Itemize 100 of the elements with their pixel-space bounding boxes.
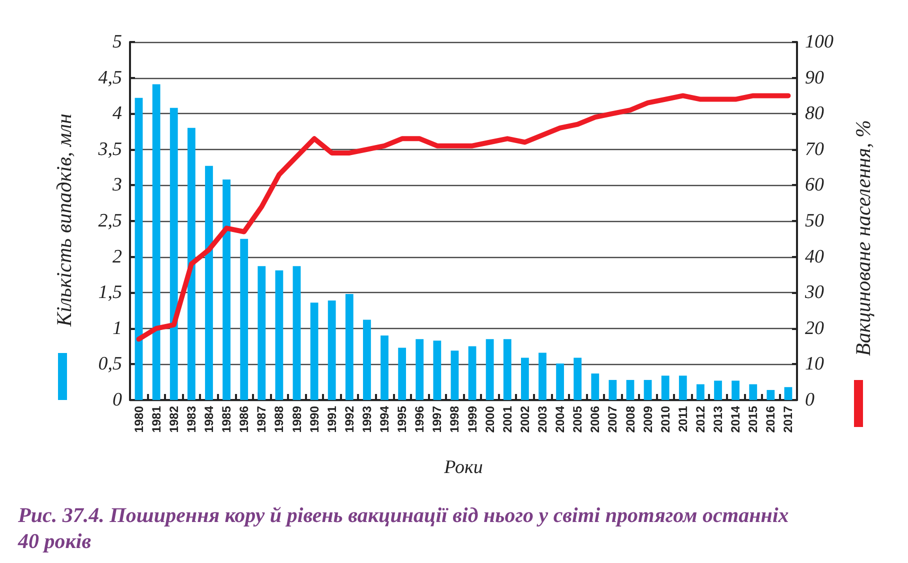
x-tick-label: 2012: [693, 406, 708, 433]
bar: [187, 128, 196, 400]
x-tick-label: 1985: [220, 406, 234, 433]
x-tick-label: 1997: [430, 406, 444, 433]
y-tick-label: 0: [112, 390, 122, 410]
x-tick-label: 2000: [482, 406, 497, 433]
y-tick-label: 2,5: [98, 210, 122, 232]
text: Рис. 37.4. Поширення кору й рівень вакцинації від нього у світі протягом останніх 40 років: [18, 502, 790, 554]
bar: [714, 380, 722, 400]
bar: [275, 270, 284, 400]
x-tick-label: 1995: [395, 406, 410, 433]
x-tick-label: 1993: [360, 406, 374, 433]
bar: [520, 358, 529, 400]
bar: [258, 266, 266, 400]
bar: [170, 108, 178, 400]
x-tick-label: 2003: [535, 406, 550, 433]
y-tick-label: 2: [112, 246, 122, 268]
bar: [292, 266, 301, 400]
y-tick-label: 0,5: [98, 354, 122, 375]
y2-axis-title: Вакциноване населення, %: [851, 120, 875, 356]
y2-tick-label: 100: [805, 32, 834, 52]
bar: [433, 340, 442, 400]
bar: [644, 380, 652, 400]
bar: [205, 166, 213, 400]
x-tick-label: 1994: [378, 406, 392, 433]
bar: [574, 358, 582, 400]
bar: [134, 98, 143, 400]
bar: [240, 238, 248, 400]
bar: [749, 384, 758, 400]
bar: [766, 390, 775, 400]
x-tick-label: 1983: [184, 406, 198, 433]
y2-tick-label: 40: [805, 246, 824, 268]
y-tick-label: 1,5: [98, 282, 122, 304]
bar: [468, 346, 476, 400]
x-tick-label: 1988: [272, 406, 286, 433]
x-tick-label: 1998: [448, 406, 462, 433]
x-tick-label: 1990: [307, 406, 322, 433]
x-tick-label: 2016: [764, 406, 778, 433]
x-tick-label: 1987: [254, 406, 269, 433]
x-tick-label: 1991: [324, 406, 339, 433]
x-tick-label: 2007: [606, 406, 620, 433]
x-tick-label: 1980: [132, 406, 146, 433]
y2-tick-label: 0: [805, 390, 815, 410]
y-tick-label: 4,5: [98, 67, 122, 88]
y2-tick-label: 90: [805, 67, 824, 88]
y-tick-label: 3,5: [97, 138, 122, 160]
bar: [732, 380, 740, 400]
x-tick-label: 1992: [342, 406, 356, 433]
bar: [450, 350, 459, 400]
bar: [626, 380, 634, 400]
bar: [538, 352, 546, 400]
bar: [310, 302, 318, 400]
x-tick-label: 1989: [290, 406, 304, 433]
y-tick-label: 1: [112, 318, 122, 339]
bar: [380, 336, 388, 400]
y-axis-title: Кількість випадків, млн: [52, 114, 76, 328]
bar: [784, 387, 792, 400]
x-tick-label: 1981: [149, 406, 164, 433]
x-tick-label: 2010: [658, 406, 672, 433]
x-tick-label: 2008: [623, 406, 638, 433]
bar: [696, 384, 704, 400]
x-tick-label: 2005: [570, 406, 585, 433]
bar: [328, 300, 336, 400]
x-tick-label: 2009: [640, 406, 655, 433]
bar: [556, 363, 564, 400]
x-tick-label: 2006: [588, 406, 602, 433]
bar: [222, 179, 230, 400]
bar: [486, 339, 494, 400]
y2-tick-label: 60: [805, 174, 824, 196]
bar: [416, 339, 424, 400]
bar: [608, 380, 617, 400]
x-tick-label: 1982: [166, 406, 181, 433]
y2-tick-label: 10: [805, 354, 824, 375]
bar: [363, 320, 371, 400]
x-tick-label: 2014: [728, 406, 743, 433]
x-tick-label: 2002: [518, 406, 532, 433]
bar: [345, 294, 354, 400]
y2-tick-label: 70: [805, 138, 824, 160]
y2-tick-label: 50: [805, 210, 824, 232]
y2-tick-label: 80: [805, 103, 824, 124]
x-tick-label: 2015: [746, 406, 760, 433]
bar: [503, 339, 512, 400]
y-tick-label: 4: [112, 103, 122, 124]
bar: [152, 84, 160, 400]
x-tick-label: 1984: [202, 406, 216, 433]
y2-tick-label: 30: [804, 282, 824, 304]
x-tick-label: 2001: [500, 406, 514, 433]
bar: [661, 376, 670, 400]
y-tick-label: 3: [112, 174, 122, 196]
x-tick-label: 2013: [711, 406, 726, 433]
x-tick-label: 2011: [676, 406, 690, 432]
y-tick-label: 5: [112, 32, 122, 52]
bar: [678, 376, 687, 400]
x-tick-label: 1986: [237, 406, 252, 433]
bar: [398, 348, 406, 400]
y2-tick-label: 20: [805, 318, 824, 339]
x-axis-title: Роки: [443, 457, 483, 478]
x-tick-label: 1999: [465, 406, 480, 433]
x-tick-label: 1996: [412, 406, 427, 433]
x-tick-label: 2017: [781, 406, 796, 433]
